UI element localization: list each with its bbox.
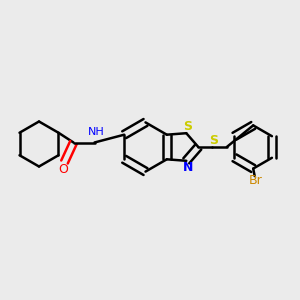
Text: NH: NH <box>88 127 104 137</box>
Text: N: N <box>183 161 193 174</box>
Text: S: S <box>183 120 192 133</box>
Text: S: S <box>209 134 218 147</box>
Text: O: O <box>58 163 68 176</box>
Text: Br: Br <box>249 173 262 187</box>
